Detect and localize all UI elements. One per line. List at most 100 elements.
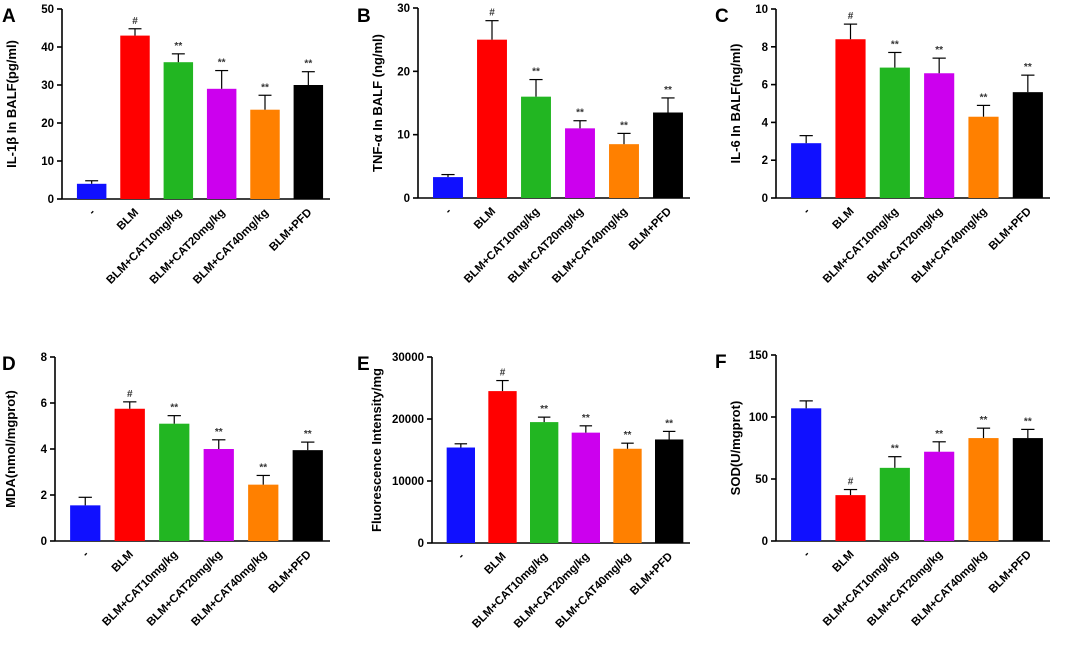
significance-mark: **	[576, 108, 584, 119]
bar	[203, 449, 234, 541]
significance-mark: **	[540, 404, 548, 415]
x-tick-label: -	[80, 549, 91, 560]
x-tick-label: BLM	[115, 207, 141, 233]
significance-mark: **	[261, 82, 269, 93]
bar	[924, 451, 955, 541]
significance-mark: **	[1024, 416, 1032, 427]
x-tick-label: -	[801, 206, 812, 217]
bar	[791, 143, 822, 198]
bar	[250, 109, 280, 199]
y-tick-label: 30	[41, 80, 54, 92]
x-tick-label: BLM+CAT20mg/kg	[148, 207, 228, 287]
bar	[248, 484, 279, 541]
x-tick-label: BLM+CAT40mg/kg	[910, 206, 990, 286]
y-tick-label: 0	[41, 536, 47, 548]
panel-letter: C	[715, 6, 729, 27]
x-tick-label: BLM+CAT20mg/kg	[506, 206, 586, 286]
bar	[879, 67, 910, 198]
bar	[433, 177, 463, 198]
bar	[488, 391, 517, 543]
y-tick-label: 0	[762, 193, 768, 205]
y-tick-label: 20	[397, 66, 410, 78]
y-tick-label: 20000	[392, 414, 424, 426]
x-tick-label: BLM+CAT10mg/kg	[100, 549, 180, 629]
x-tick-label: BLM	[831, 549, 857, 575]
x-tick-label: BLM+CAT10mg/kg	[104, 207, 184, 287]
x-tick-label: BLM+CAT20mg/kg	[512, 551, 592, 631]
bar	[76, 183, 107, 199]
y-tick-label: 20	[41, 118, 54, 130]
x-tick-label: BLM+PFD	[267, 549, 314, 596]
y-tick-label: 40	[41, 42, 54, 54]
significance-mark: #	[500, 368, 506, 379]
bar	[292, 450, 323, 541]
y-tick-label: 10000	[392, 476, 424, 488]
x-tick-label: -	[801, 549, 812, 560]
bar	[968, 438, 999, 541]
x-tick-label: BLM+PFD	[628, 551, 675, 598]
x-tick-label: BLM	[483, 551, 509, 577]
panel-letter: D	[2, 354, 16, 375]
y-tick-label: 50	[755, 474, 768, 486]
y-tick-label: 4	[41, 444, 48, 456]
x-tick-label: BLM+CAT10mg/kg	[470, 551, 550, 631]
significance-mark: **	[620, 120, 628, 131]
x-tick-label: BLM+CAT10mg/kg	[462, 206, 542, 286]
x-tick-label: BLM+CAT40mg/kg	[910, 549, 990, 629]
bar	[530, 422, 559, 543]
panel-letter: A	[2, 6, 16, 27]
bar	[968, 116, 999, 198]
y-tick-label: 10	[397, 130, 410, 142]
bar	[655, 439, 684, 543]
significance-mark: **	[532, 67, 540, 78]
x-tick-label: BLM+PFD	[627, 206, 674, 253]
significance-mark: #	[489, 8, 495, 19]
bar	[879, 467, 910, 541]
bar	[521, 96, 551, 198]
x-tick-label: -	[87, 207, 98, 218]
significance-mark: **	[980, 415, 988, 426]
y-tick-label: 100	[749, 412, 768, 424]
bar	[477, 39, 507, 198]
x-tick-label: BLM+PFD	[267, 207, 314, 254]
significance-mark: #	[848, 477, 854, 488]
bar	[565, 128, 595, 198]
significance-mark: #	[132, 16, 138, 27]
x-tick-label: BLM+CAT20mg/kg	[865, 549, 945, 629]
y-tick-label: 6	[41, 398, 47, 410]
x-tick-label: BLM+CAT40mg/kg	[550, 206, 630, 286]
chart-panel-b: B TNF-α In BALF (ng/ml) 0 10 20 30 - # BLM ** BLM+…	[357, 3, 690, 286]
panel-letter: E	[357, 354, 370, 375]
chart-panel-a: A IL-1β In BALF(pg/ml) 0 10 20 30 40 50 - # BLM ** B…	[2, 4, 330, 287]
y-tick-label: 30000	[392, 352, 424, 364]
significance-mark: **	[174, 41, 182, 52]
y-tick-label: 8	[41, 352, 48, 364]
significance-mark: **	[665, 418, 673, 429]
y-axis-label: TNF-α In BALF (ng/ml)	[370, 34, 385, 172]
y-axis-label: IL-1β In BALF(pg/ml)	[4, 40, 19, 168]
bar	[924, 73, 955, 198]
significance-mark: #	[848, 11, 854, 22]
y-tick-label: 0	[762, 536, 768, 548]
bar	[1012, 438, 1043, 541]
significance-mark: **	[1024, 62, 1032, 73]
significance-mark: **	[259, 462, 267, 473]
x-tick-label: BLM+PFD	[987, 206, 1034, 253]
x-tick-label: -	[443, 206, 454, 217]
significance-mark: **	[980, 92, 988, 103]
y-tick-label: 6	[762, 80, 768, 92]
bar	[293, 85, 324, 199]
y-axis-label: SOD(U/mgprot)	[728, 401, 743, 496]
bar	[446, 447, 475, 543]
panel-letter: B	[357, 6, 371, 27]
panel-letter: F	[715, 352, 727, 373]
y-tick-label: 30	[397, 3, 410, 15]
y-tick-label: 10	[41, 156, 54, 168]
significance-mark: **	[215, 427, 223, 438]
x-tick-label: BLM	[472, 206, 498, 232]
significance-mark: **	[218, 58, 226, 69]
bar	[206, 88, 237, 199]
y-tick-label: 150	[749, 350, 768, 362]
x-tick-label: BLM+CAT20mg/kg	[865, 206, 945, 286]
y-tick-label: 10	[755, 4, 768, 16]
